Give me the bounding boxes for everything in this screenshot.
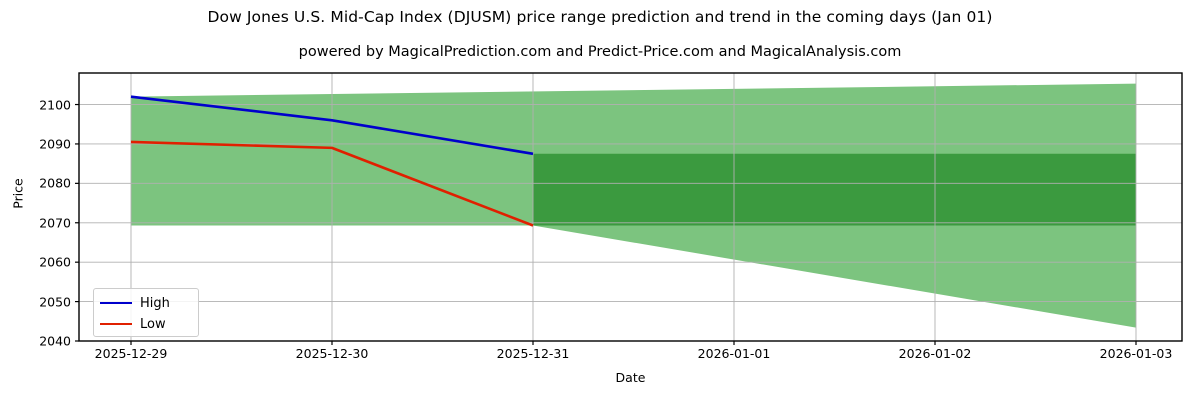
inner-range-band: [533, 153, 1136, 226]
y-tick-label: 2100: [39, 97, 71, 113]
y-tick-label: 2090: [39, 136, 71, 152]
legend-item-high: High: [100, 293, 170, 313]
y-tick-label: 2040: [39, 333, 71, 349]
chart-subtitle: powered by MagicalPrediction.com and Pre…: [298, 44, 902, 60]
x-tick-label: 2026-01-03: [1099, 346, 1173, 361]
axes-frame: [78, 72, 1183, 342]
series-line-high: [130, 95, 534, 156]
y-tick-label: 2070: [39, 215, 71, 231]
legend-swatch-low: [100, 323, 132, 325]
legend-label-low: Low: [140, 316, 166, 332]
y-tick-label: 2050: [39, 294, 71, 310]
y-tick-label: 2080: [39, 175, 71, 191]
x-axis-label: Date: [615, 370, 646, 385]
x-tick-label: 2025-12-30: [295, 346, 369, 361]
x-tick-label: 2026-01-02: [898, 346, 972, 361]
chart-title: Dow Jones U.S. Mid-Cap Index (DJUSM) pri…: [207, 8, 993, 26]
legend-label-high: High: [140, 295, 170, 311]
chart-legend: High Low: [93, 288, 199, 337]
x-tick-label: 2025-12-29: [94, 346, 168, 361]
legend-item-low: Low: [100, 314, 166, 334]
legend-swatch-high: [100, 302, 132, 304]
y-tick-label: 2060: [39, 254, 71, 270]
series-line-low: [130, 140, 534, 227]
x-tick-label: 2026-01-01: [697, 346, 771, 361]
x-tick-label: 2025-12-31: [496, 346, 570, 361]
